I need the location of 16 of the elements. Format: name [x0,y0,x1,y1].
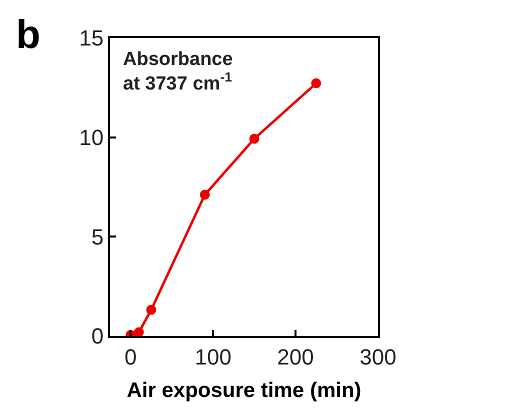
x-tick-label: 100 [194,344,232,370]
point [249,134,260,144]
x-tick-label: 300 [360,344,396,370]
point [200,190,210,200]
text: b [16,13,40,57]
y-tick-label: 5 [91,224,104,250]
x-tick-label: 200 [277,344,314,370]
point [134,327,144,336]
point [311,78,322,88]
y-tick-label: 10 [79,125,104,150]
x-tick-label: 0 [124,344,137,370]
x-axis-title: Air exposure time (min) [126,379,362,402]
y-tick-label: 0 [91,324,104,349]
y-tick-label: 15 [79,26,104,51]
point [146,304,156,315]
annotation: Absorbance at 3737 cm$^{-1}$ [123,49,233,95]
